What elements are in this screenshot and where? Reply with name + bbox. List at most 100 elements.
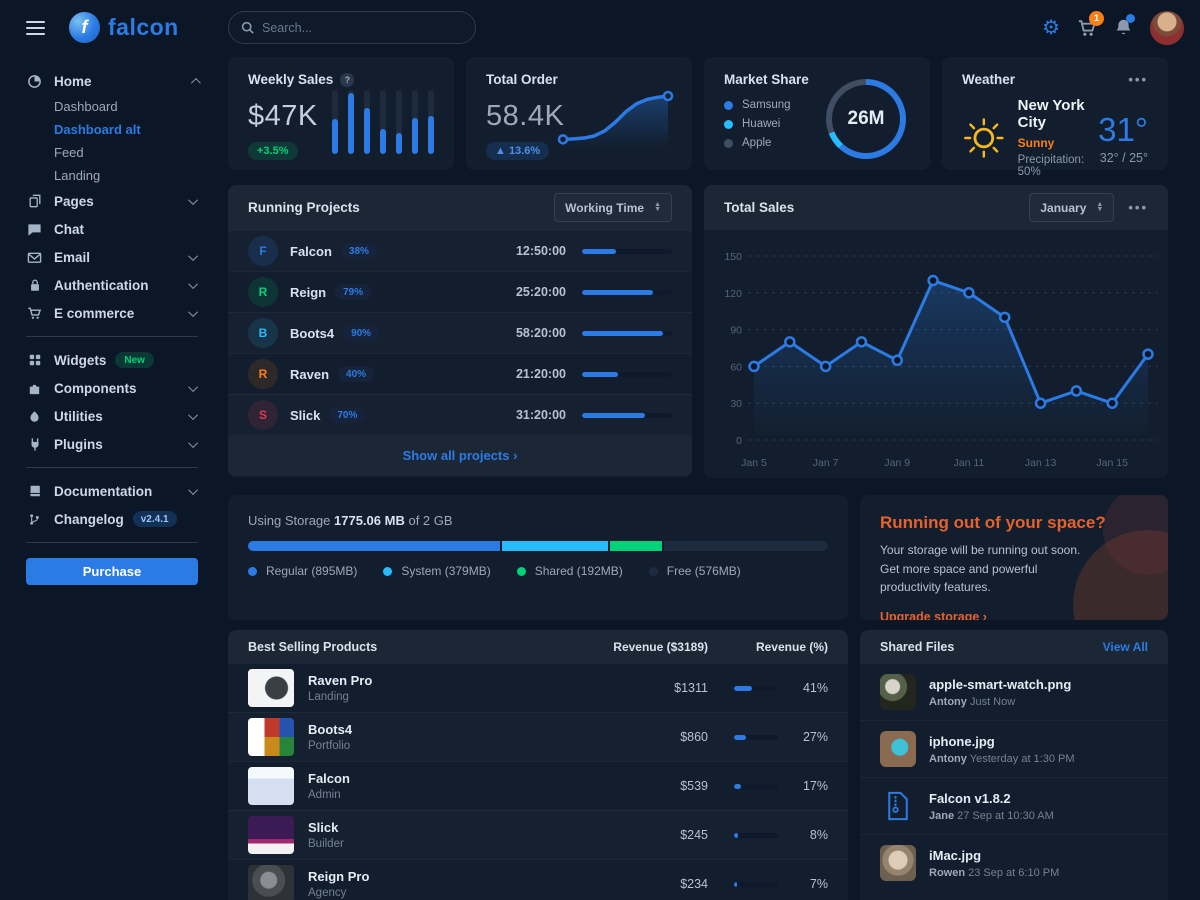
market-share-legend: Samsung Huawei Apple <box>724 99 910 149</box>
product-revenue: $539 <box>680 779 708 793</box>
sidebar-item-ecommerce[interactable]: E commerce <box>26 299 199 327</box>
project-row[interactable]: R Raven 40% 21:20:00 <box>228 353 692 394</box>
brand-name: falcon <box>108 14 179 40</box>
working-time-select[interactable]: Working Time ▲ ▼ <box>554 193 672 222</box>
svg-text:Jan 9: Jan 9 <box>884 457 910 469</box>
version-badge: v2.4.1 <box>132 511 177 527</box>
revenue-progress-bar <box>734 685 778 691</box>
user-avatar[interactable] <box>1150 10 1184 45</box>
sidebar-item-label: Email <box>54 249 91 265</box>
sidebar-item-label: Components <box>54 380 137 396</box>
sidebar-item-chat[interactable]: Chat <box>26 215 198 243</box>
more-menu-icon[interactable]: ••• <box>1128 200 1148 215</box>
puzzle-icon <box>26 381 43 396</box>
shopping-cart-icon <box>26 306 43 321</box>
project-rows: F Falcon 38% 12:50:00 R Reign 79% 25:20:… <box>228 230 692 435</box>
cart-icon[interactable]: 1 <box>1077 10 1104 38</box>
best-selling-rows: Raven Pro Landing $1311 41% Boots4 Portfol… <box>228 663 848 900</box>
sidebar-item-components[interactable]: Components <box>26 374 199 402</box>
sidebar-item-utilities[interactable]: Utilities <box>26 402 199 430</box>
project-time: 58:20:00 <box>515 326 566 340</box>
upgrade-storage-link[interactable]: Upgrade storage › <box>880 609 987 620</box>
show-all-projects-link[interactable]: Show all projects › <box>228 435 692 476</box>
project-row[interactable]: R Reign 79% 25:20:00 <box>228 271 692 312</box>
product-revenue: $245 <box>680 828 708 842</box>
sort-arrows-icon: ▲ ▼ <box>654 201 661 213</box>
search-box[interactable] <box>228 11 476 44</box>
svg-text:Jan 15: Jan 15 <box>1096 457 1128 469</box>
sidebar-item-landing[interactable]: Landing <box>54 168 101 183</box>
chevron-down-icon <box>188 381 199 392</box>
weekly-sales-card: Weekly Sales ? $47K +3.5% <box>228 57 454 170</box>
search-icon <box>241 21 254 34</box>
storage-progress-bar <box>248 541 828 551</box>
view-all-link[interactable]: View All <box>1102 639 1148 654</box>
chat-icon <box>26 222 43 237</box>
project-avatar: B <box>248 318 278 348</box>
product-thumbnail <box>248 718 294 756</box>
sidebar-item-authentication[interactable]: Authentication <box>26 271 199 299</box>
legend-label: Huawei <box>742 118 781 130</box>
falcon-logo-icon: f <box>69 12 100 43</box>
shared-file-item[interactable]: iMac.jpg Rowen 23 Sep at 6:10 PM <box>860 834 1168 891</box>
help-icon[interactable]: ? <box>340 72 355 87</box>
month-select[interactable]: January ▲ ▼ <box>1029 193 1115 222</box>
sidebar-divider <box>26 467 198 468</box>
sidebar-item-label: Chat <box>54 221 84 237</box>
topbar: f falcon ⚙ 1 <box>0 0 1200 55</box>
product-percent: 41% <box>802 681 828 695</box>
project-time: 12:50:00 <box>515 244 566 258</box>
svg-text:120: 120 <box>724 288 742 300</box>
legend-dot <box>648 566 658 576</box>
sidebar-item-documentation[interactable]: Documentation <box>26 477 199 505</box>
sidebar-item-email[interactable]: Email <box>26 243 199 271</box>
table-row[interactable]: Boots4 Portfolio $860 27% <box>228 712 848 761</box>
more-menu-icon[interactable]: ••• <box>1128 72 1148 87</box>
envelope-icon <box>26 250 43 265</box>
storage-legend: Regular (895MB) System (379MB) Shared (1… <box>248 564 828 578</box>
search-input[interactable] <box>262 20 463 35</box>
product-name: Raven Pro <box>308 673 373 688</box>
file-time: Yesterday at 1:30 PM <box>969 752 1075 765</box>
column-header-revenue: Revenue ($3189) <box>613 639 708 654</box>
total-order-badge: ▲ 13.6% <box>486 142 550 160</box>
storage-segment-regular <box>248 541 503 551</box>
shared-file-item[interactable]: apple-smart-watch.png Antony Just Now <box>860 663 1168 720</box>
table-row[interactable]: Reign Pro Agency $234 7% <box>228 859 848 900</box>
notifications-bell-icon[interactable] <box>1114 14 1135 37</box>
legend-label: Samsung <box>742 99 791 111</box>
brand-logo[interactable]: f falcon <box>69 12 179 43</box>
shared-file-item[interactable]: Falcon v1.8.2 Jane 27 Sep at 10:30 AM <box>860 777 1168 834</box>
select-value: Working Time <box>565 200 645 215</box>
purchase-button[interactable]: Purchase <box>26 558 198 585</box>
project-avatar: R <box>248 277 278 307</box>
sidebar-item-dashboard-alt[interactable]: Dashboard alt <box>54 122 141 137</box>
sidebar-item-widgets[interactable]: Widgets New <box>26 346 198 374</box>
table-row[interactable]: Raven Pro Landing $1311 41% <box>228 663 848 712</box>
sidebar-item-changelog[interactable]: Changelog v2.4.1 <box>26 505 198 533</box>
running-projects-card: Running Projects Working Time ▲ ▼ F Falco… <box>228 185 692 478</box>
sidebar-item-dashboard[interactable]: Dashboard <box>54 99 118 114</box>
sidebar-item-plugins[interactable]: Plugins <box>26 430 199 458</box>
chevron-down-icon <box>188 306 199 317</box>
sidebar-item-pages[interactable]: Pages <box>26 187 199 215</box>
file-author: Rowen <box>929 866 966 879</box>
project-row[interactable]: F Falcon 38% 12:50:00 <box>228 230 692 271</box>
product-name: Falcon <box>308 771 350 786</box>
table-row[interactable]: Falcon Admin $539 17% <box>228 761 848 810</box>
hamburger-menu-icon[interactable] <box>26 17 45 39</box>
settings-gear-icon[interactable]: ⚙ <box>1042 17 1060 39</box>
project-time: 21:20:00 <box>515 367 566 381</box>
product-category: Admin <box>308 789 341 801</box>
sidebar-item-home[interactable]: Home <box>26 67 201 95</box>
project-percent-badge: 40% <box>338 366 375 382</box>
sidebar-item-label: Plugins <box>54 436 103 452</box>
project-row[interactable]: S Slick 70% 31:20:00 <box>228 394 692 435</box>
project-row[interactable]: B Boots4 90% 58:20:00 <box>228 312 692 353</box>
storage-segment-free <box>664 541 828 551</box>
product-percent: 27% <box>802 730 828 744</box>
sidebar-item-feed[interactable]: Feed <box>54 145 84 160</box>
table-row[interactable]: Slick Builder $245 8% <box>228 810 848 859</box>
file-name: iphone.jpg <box>929 733 995 749</box>
shared-file-item[interactable]: iphone.jpg Antony Yesterday at 1:30 PM <box>860 720 1168 777</box>
